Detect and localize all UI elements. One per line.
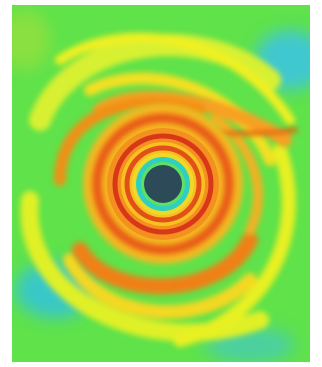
yellow-swirls	[20, 32, 296, 347]
central-rings	[83, 104, 243, 264]
simulation-image	[12, 5, 310, 362]
